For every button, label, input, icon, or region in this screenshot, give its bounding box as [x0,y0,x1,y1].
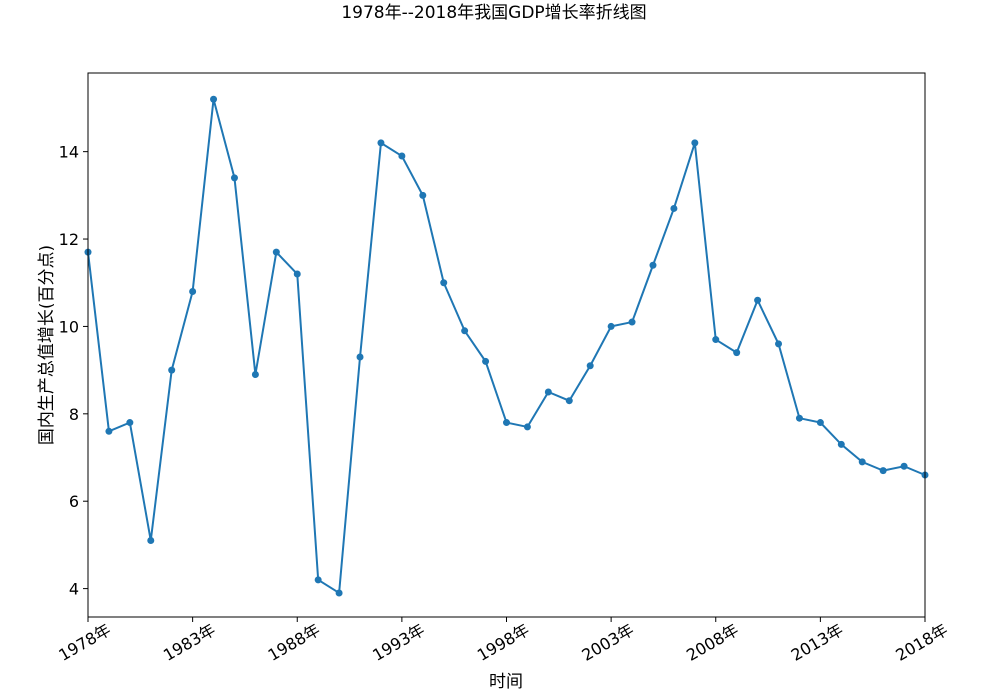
data-point [105,427,113,435]
data-point [293,270,301,278]
data-point [356,353,364,361]
data-point [230,174,238,182]
data-point [168,366,176,374]
y-tick-label: 10 [59,317,79,336]
data-point [335,589,343,597]
gdp-growth-series-line [87,98,926,595]
data-point [712,336,720,344]
x-axis-ticks: 1978年 1983年 1988年 1993年 1998年 2003年 2008年 2013年… [55,617,951,665]
data-point [314,576,322,584]
x-tick-label: 2018年 [892,620,951,665]
x-tick-label: 1988年 [265,620,324,665]
x-tick-label: 2013年 [788,620,847,665]
data-point [210,95,218,103]
y-axis-ticks: 4 6 8 10 12 14 [59,143,88,599]
data-point [377,139,385,147]
data-point [649,261,657,269]
data-point [126,419,134,427]
data-point [419,191,427,199]
data-point [251,370,259,378]
data-point [900,462,908,470]
x-tick-label: 1998年 [474,620,533,665]
x-tick-label: 1978年 [55,620,114,665]
data-point [607,322,615,330]
data-point [858,458,866,466]
x-tick-label: 2008年 [683,620,742,665]
data-point [670,204,678,212]
x-tick-label: 2003年 [578,620,637,665]
x-tick-label: 1983年 [160,620,219,665]
data-point [816,419,824,427]
data-point [795,414,803,422]
data-point [398,152,406,160]
x-tick-label: 1993年 [369,620,428,665]
data-point [733,349,741,357]
x-axis-label: 时间 [489,672,523,692]
data-point [879,467,887,475]
data-point [754,296,762,304]
data-point [565,397,573,405]
y-tick-label: 14 [59,143,79,162]
data-point [544,388,552,396]
data-point [523,423,531,431]
gdp-growth-series-points [84,95,929,597]
data-point [272,248,280,256]
data-point [189,287,197,295]
y-tick-label: 4 [69,580,79,599]
data-point [147,537,155,545]
y-axis-label: 国内生产总值增长(百分点) [37,245,57,445]
data-point [628,318,636,326]
data-point [775,340,783,348]
data-point [503,419,510,427]
data-point [837,440,845,448]
y-tick-label: 12 [59,230,79,249]
y-tick-label: 8 [69,405,79,424]
chart-title: 1978年--2018年我国GDP增长率折线图 [341,3,646,23]
y-tick-label: 6 [69,492,79,511]
plot-frame [87,72,926,618]
data-point [461,327,469,335]
data-point [482,357,490,365]
data-point [586,362,594,370]
data-point [440,279,448,287]
data-point [691,139,699,147]
